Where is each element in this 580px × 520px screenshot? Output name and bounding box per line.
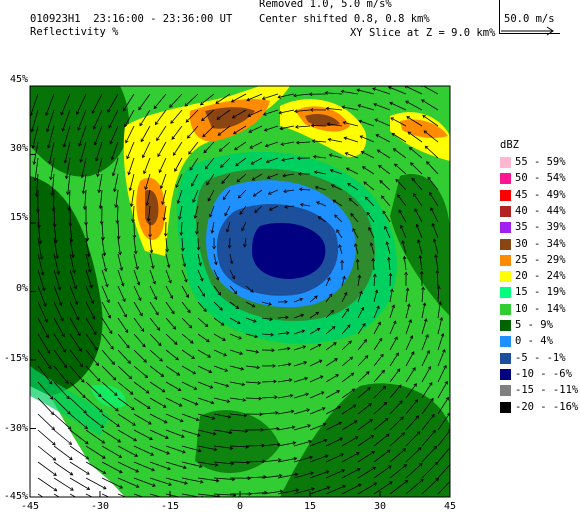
x-tick: 45 xyxy=(443,501,457,512)
wind-scale-label: 50.0 m/s xyxy=(504,13,555,25)
legend-swatch xyxy=(500,401,511,413)
y-tick: -30% xyxy=(3,423,28,434)
y-tick: 15% xyxy=(9,212,28,223)
legend-swatch xyxy=(500,368,511,380)
legend-label: 0 - 4% xyxy=(515,335,553,348)
x-tick: -30 xyxy=(90,501,110,512)
legend-swatch xyxy=(500,189,511,201)
header-field: Reflectivity % xyxy=(30,26,119,38)
legend-label: -15 - -11% xyxy=(515,384,579,397)
legend-label: 20 - 24% xyxy=(515,270,566,283)
y-tick: -15% xyxy=(3,353,28,364)
legend-label: -10 - -6% xyxy=(515,367,572,380)
legend-swatch xyxy=(500,157,511,168)
legend-label: 15 - 19% xyxy=(515,286,566,299)
legend-label: 25 - 29% xyxy=(515,253,566,266)
header-removed: Removed 1.0, 5.0 m/s% xyxy=(259,0,392,10)
y-tick: 0% xyxy=(15,283,28,294)
legend-label: 50 - 54% xyxy=(515,172,566,185)
legend-swatch xyxy=(500,336,511,348)
legend-label: 40 - 44% xyxy=(515,204,566,217)
legend-swatch xyxy=(500,352,511,364)
legend-swatch xyxy=(500,287,511,299)
x-tick: 15 xyxy=(303,501,317,512)
legend-label: 30 - 34% xyxy=(515,237,566,250)
x-tick: 30 xyxy=(373,501,387,512)
legend-label: -5 - -1% xyxy=(515,351,566,364)
header-center-shift: Center shifted 0.8, 0.8 km% xyxy=(259,13,430,25)
y-tick: 30% xyxy=(9,143,28,154)
y-tick: -45% xyxy=(3,491,28,502)
header-slice: XY Slice at Z = 9.0 km% xyxy=(350,27,496,39)
x-tick: -45 xyxy=(20,501,40,512)
wind-scale-arrow-icon xyxy=(501,26,554,36)
legend-swatch xyxy=(500,385,511,397)
legend-swatch xyxy=(500,303,511,315)
x-tick: 0 xyxy=(236,501,244,512)
legend-swatch xyxy=(500,173,511,185)
header-flight-time: 010923H1 23:16:00 - 23:36:00 UT xyxy=(30,13,233,25)
legend-label: 45 - 49% xyxy=(515,188,566,201)
legend-label: -20 - -16% xyxy=(515,400,579,413)
legend-label: 35 - 39% xyxy=(515,221,566,234)
wind-scale-box xyxy=(499,0,560,34)
legend-label: 5 - 9% xyxy=(515,319,553,331)
legend-swatch xyxy=(500,222,511,234)
reflectivity-map xyxy=(30,86,450,497)
legend-label: 55 - 59% xyxy=(515,156,566,168)
x-tick: -15 xyxy=(160,501,180,512)
legend-title: dBZ xyxy=(500,139,519,151)
legend-swatch xyxy=(500,238,511,250)
y-tick: 45% xyxy=(9,74,28,85)
legend-swatch xyxy=(500,205,511,217)
legend-label: 10 - 14% xyxy=(515,302,566,315)
legend-swatch xyxy=(500,254,511,266)
legend-swatch xyxy=(500,271,511,283)
legend-swatch xyxy=(500,320,511,331)
